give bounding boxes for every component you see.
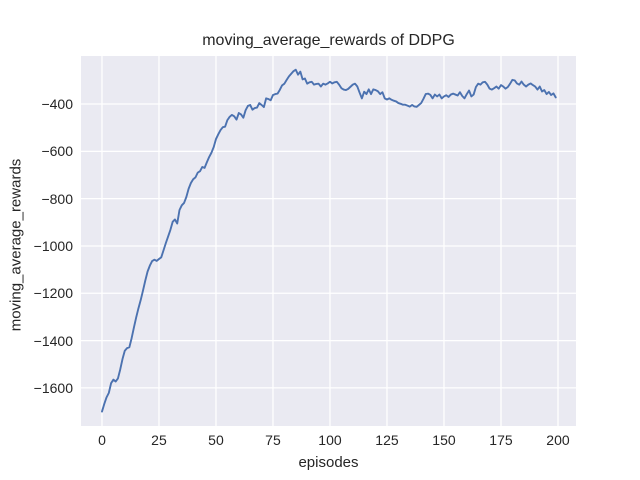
x-tick-label: 0 [98, 432, 106, 448]
y-tick-label: −800 [41, 190, 73, 207]
plot-area [81, 56, 576, 426]
x-tick-label: 150 [432, 432, 456, 448]
reward-line-series [101, 68, 557, 413]
x-tick-label: 200 [546, 432, 570, 448]
plot-svg [81, 56, 576, 426]
chart-title: moving_average_rewards of DDPG [202, 32, 455, 49]
x-tick-label: 25 [151, 432, 167, 448]
y-tick-label: −1600 [33, 379, 73, 396]
gridlines [81, 56, 576, 426]
x-tick-label: 125 [375, 432, 399, 448]
y-tick-label: −600 [41, 143, 73, 160]
y-tick-label: −1000 [33, 237, 73, 254]
y-tick-label: −1200 [33, 285, 73, 302]
y-tick-label: −400 [41, 96, 73, 113]
x-axis-label: episodes [298, 454, 359, 471]
x-tick-label: 50 [208, 432, 224, 448]
x-tick-label: 175 [489, 432, 513, 448]
y-axis-label: moving_average_rewards [7, 158, 25, 332]
x-tick-label: 100 [318, 432, 342, 448]
y-tick-label: −1400 [33, 332, 73, 349]
x-tick-label: 75 [265, 432, 281, 448]
